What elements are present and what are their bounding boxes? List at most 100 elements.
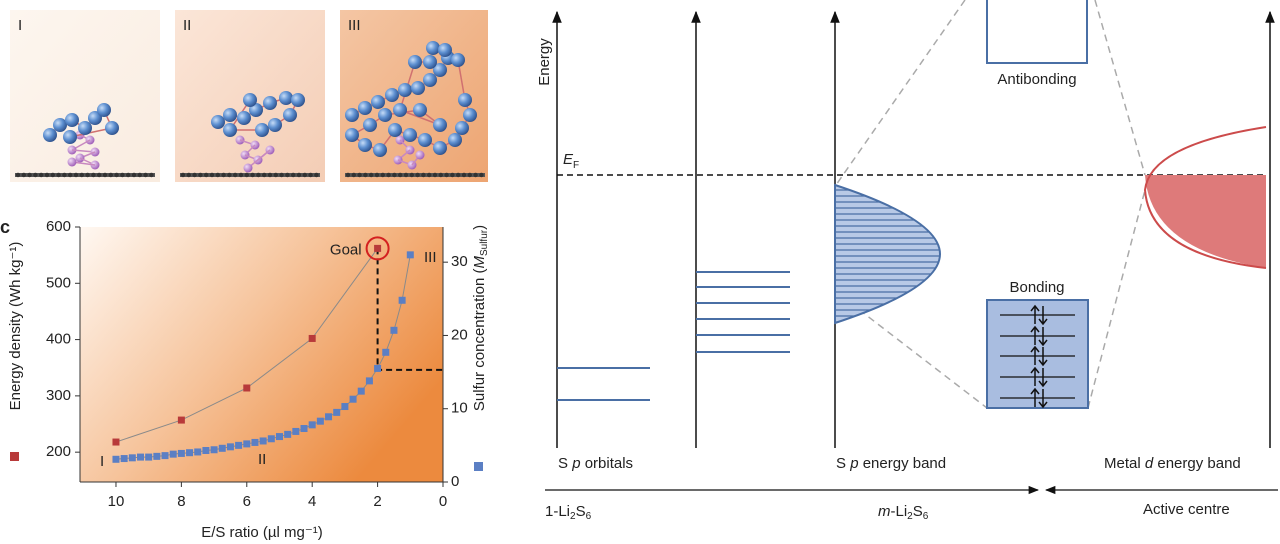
column-label: S p orbitals [558,455,633,472]
sulfur-atom [243,163,253,173]
annotation: I [100,453,104,470]
substrate-atom [209,172,215,178]
data-point [374,364,382,372]
substrate-atom [392,172,397,178]
y-tick-label: 600 [46,218,71,235]
data-point [112,438,120,446]
metal-atom [291,93,305,107]
substrate-atom [386,172,391,178]
metal-atom [408,55,422,69]
bottom-label: m-Li2S6 [878,503,929,522]
spin-up [1030,304,1040,324]
substrate-atom [291,172,296,178]
energy-label: Energy [536,38,553,86]
metal-atom [433,63,447,77]
metal-atom [373,143,387,157]
metal-atom [433,141,447,155]
substrate-atom [415,172,420,178]
label-part: S [913,503,923,520]
metal-atom [413,103,427,117]
substrate-atom [256,172,261,178]
substrate-atom [262,172,267,178]
metal-atom [448,133,462,147]
substrate-atom [450,172,455,178]
metal-atom [223,108,237,122]
y-tick-label: 400 [46,331,71,348]
substrate-atom [296,172,302,178]
substrate-atom [432,172,438,178]
data-point [292,427,300,435]
label-part: energy band [1153,455,1241,472]
label-part: 6 [586,511,592,522]
metal-atom [363,118,377,132]
sulfur-atom [67,157,77,167]
metal-atom [105,121,119,135]
data-point [308,421,316,429]
data-point [128,454,136,462]
data-point [243,384,251,392]
substrate-atom [374,172,380,178]
metal-atom [411,81,425,95]
metal-band-filled [1145,175,1266,268]
data-point [390,326,398,334]
data-point [210,446,218,454]
label-part: ) [471,225,488,230]
substrate-atom [302,172,307,178]
label-part: Sulfur concentration ( [471,269,488,412]
substrate-atom [137,172,142,178]
data-point [145,453,153,461]
label-part: M [471,256,488,269]
sulfur-atom [415,150,425,160]
substrate-atom [85,172,90,178]
metal-atom [53,118,67,132]
substrate-atom [398,172,403,178]
antibonding-box [986,0,1088,64]
substrate-atom [62,172,67,178]
metal-atom [211,115,225,129]
data-point [341,403,349,411]
substrate-atom [108,172,114,178]
label-part: S [558,455,572,472]
substrate-atom [56,172,61,178]
metal-atom [43,128,57,142]
spin-down [1038,327,1048,347]
label-part: p [849,455,858,472]
fermi-label: EF [563,151,579,171]
metal-atom [458,93,472,107]
legend-swatch [474,462,483,471]
data-point [357,387,365,395]
metal-atom [65,113,79,127]
metal-atom [63,130,77,144]
y2-tick-label: 30 [451,253,468,270]
label-part: Metal [1104,455,1145,472]
y2-axis-label: Sulfur concentration (MSulfur) [471,225,490,411]
substrate-atom [143,172,148,178]
metal-atom [463,108,477,122]
bonding-box [986,299,1089,409]
metal-atom [283,108,297,122]
substrate-atom [192,172,197,178]
spin-up [1030,325,1040,345]
panel-label: III [348,17,361,34]
bonding-label: Bonding [1009,279,1064,296]
x-tick-label: 0 [439,493,447,510]
substrate-atom [456,172,461,178]
substrate-atom [215,172,220,178]
substrate-atom [33,172,38,178]
substrate-atom [68,172,73,178]
data-point [226,443,234,451]
substrate-atom [273,172,278,178]
substrate-atom [357,172,362,178]
substrate-atom [250,172,255,178]
metal-band [1143,126,1267,269]
correlation-line [1087,189,1146,409]
bottom-label: Active centre [1143,501,1230,518]
substrate-atom [314,172,319,178]
label-part: energy band [859,455,947,472]
metal-atom [393,103,407,117]
substrate-atom [279,172,284,178]
label-part: Sulfur [479,229,490,256]
label-part: 2 [570,511,576,522]
data-point [161,452,169,460]
substrate-atom [91,172,96,178]
